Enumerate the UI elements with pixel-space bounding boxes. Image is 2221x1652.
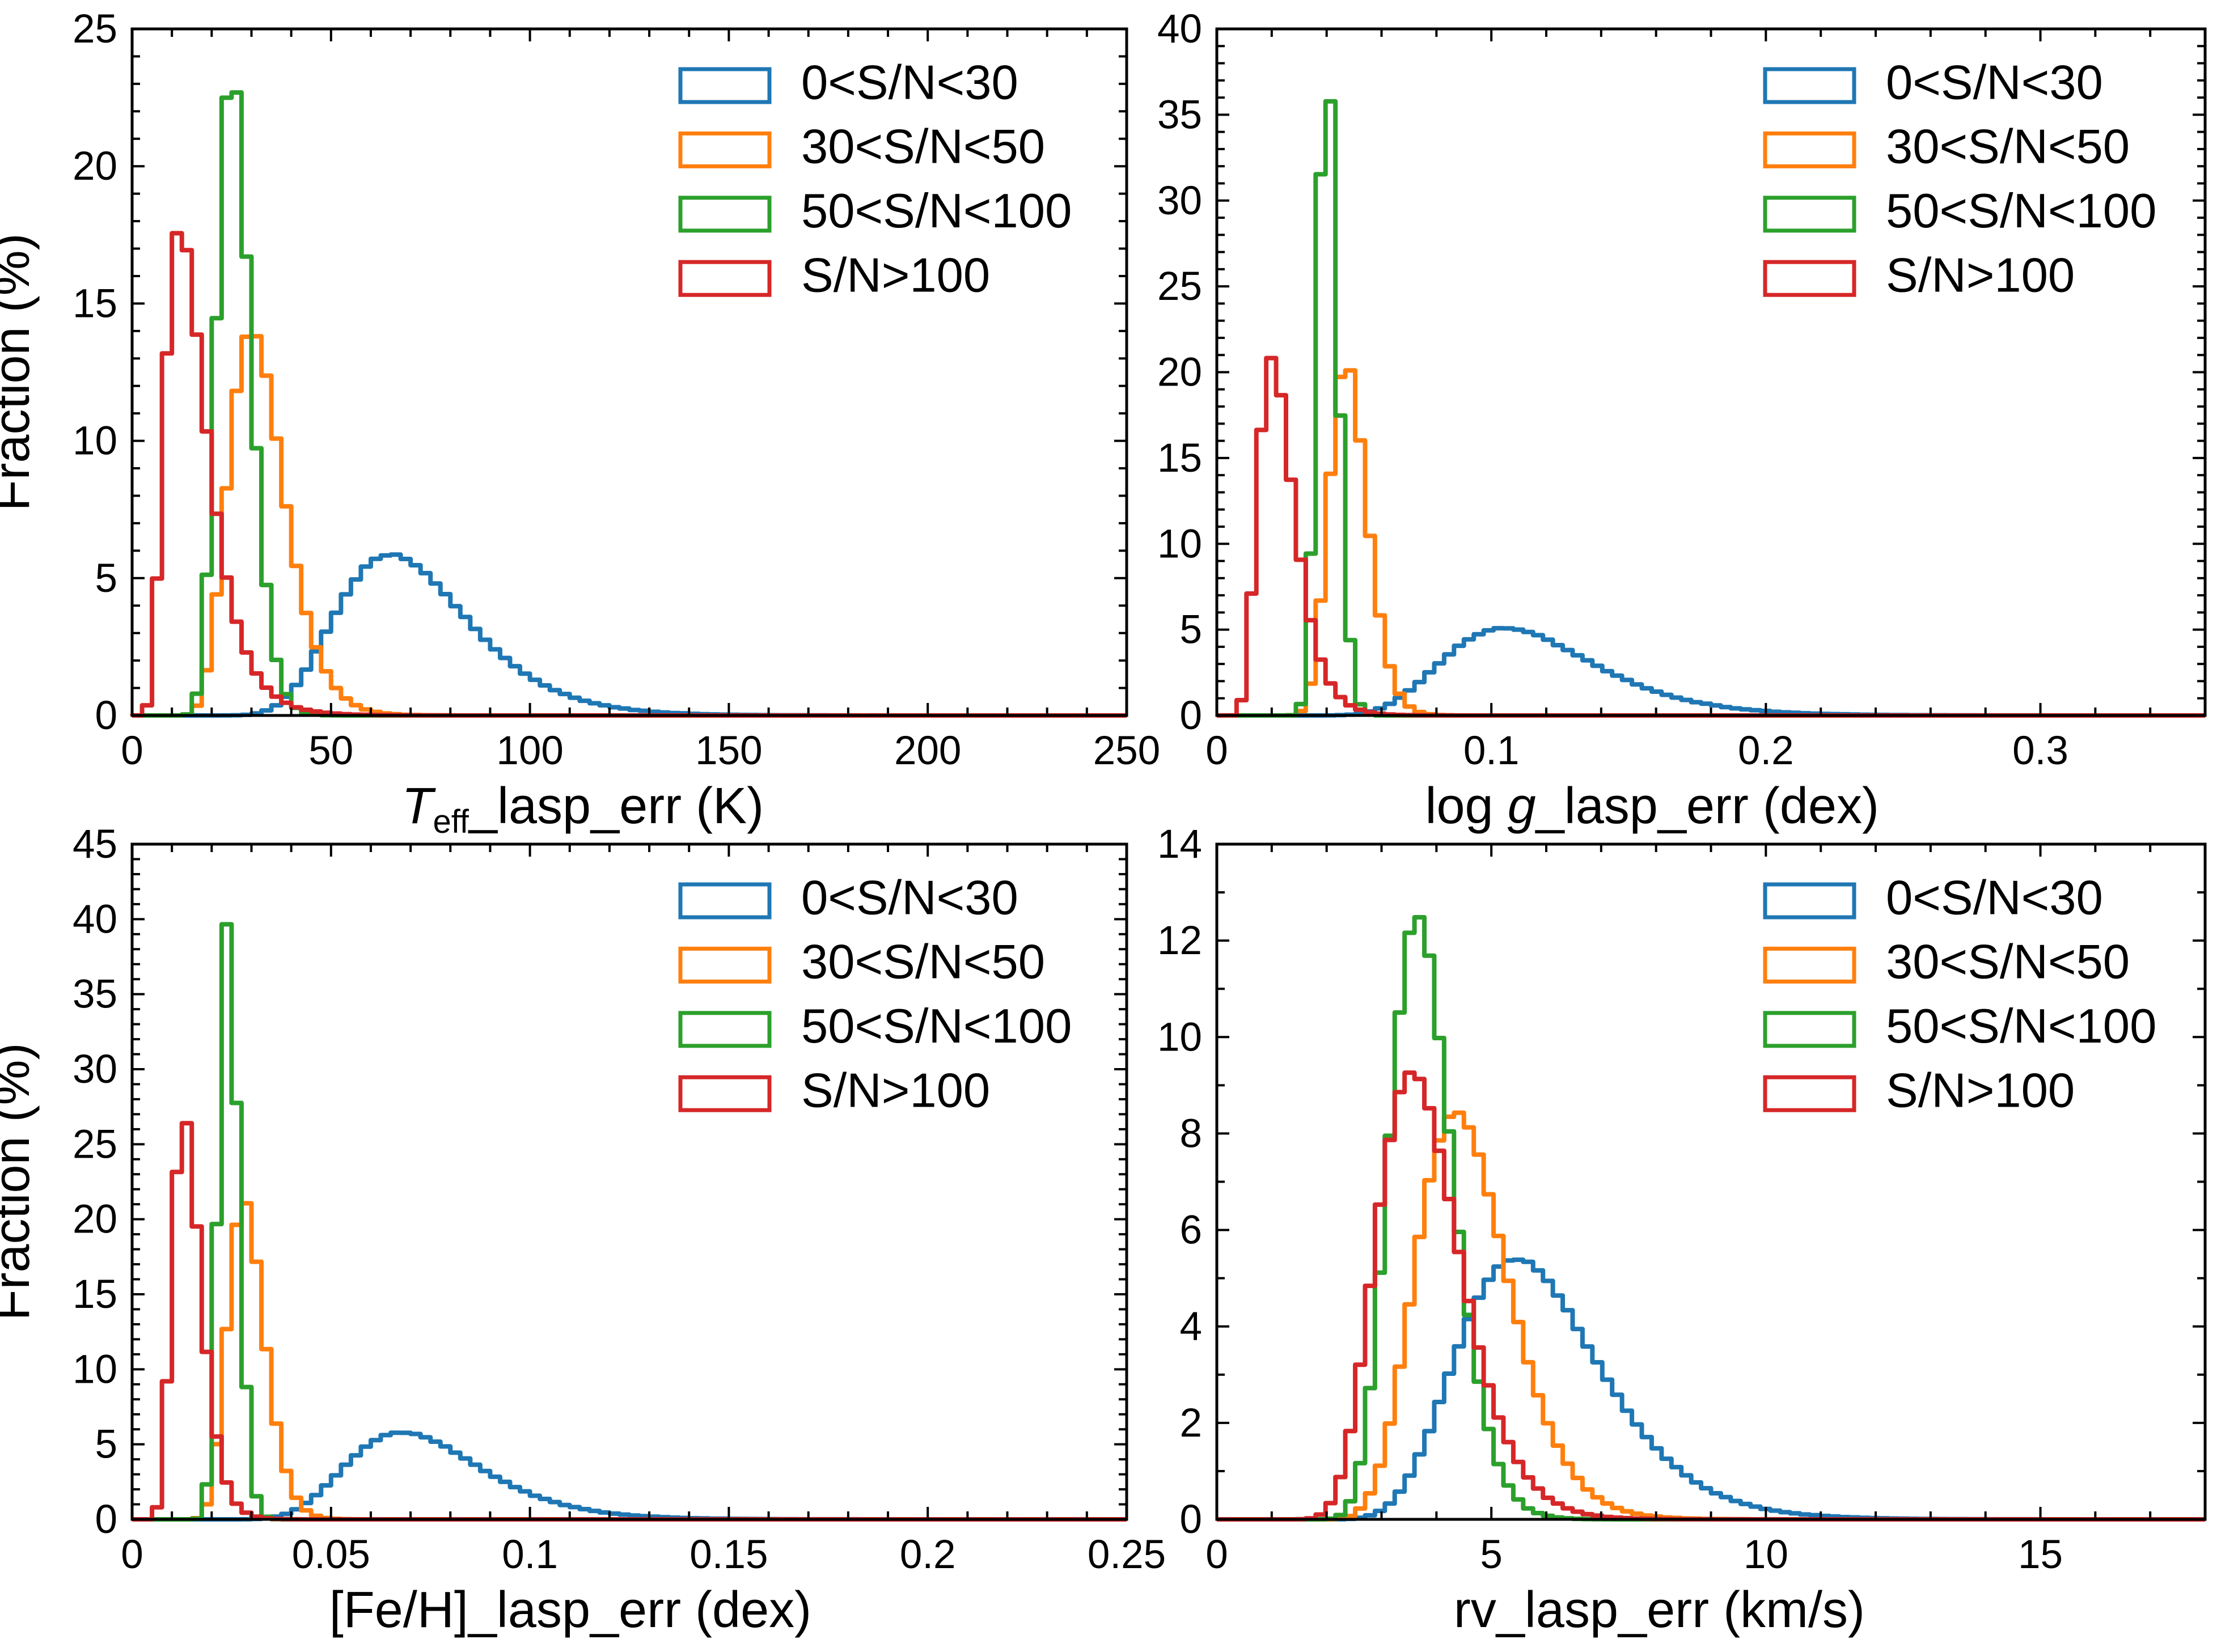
svg-text:[Fe/H]_lasp_err (dex): [Fe/H]_lasp_err (dex) — [329, 1582, 811, 1638]
svg-text:30<S/N<50: 30<S/N<50 — [801, 120, 1045, 174]
svg-text:30<S/N<50: 30<S/N<50 — [801, 935, 1045, 989]
svg-text:0<S/N<30: 0<S/N<30 — [1886, 871, 2103, 925]
svg-text:6: 6 — [1180, 1208, 1203, 1253]
svg-text:150: 150 — [695, 728, 762, 773]
svg-text:10: 10 — [1744, 1532, 1788, 1577]
svg-text:14: 14 — [1157, 822, 1202, 867]
svg-text:S/N>100: S/N>100 — [801, 249, 990, 303]
svg-text:10: 10 — [73, 419, 117, 464]
svg-text:10: 10 — [1157, 1015, 1202, 1060]
svg-text:25: 25 — [1157, 264, 1202, 309]
svg-text:30: 30 — [1157, 179, 1202, 223]
svg-text:0.25: 0.25 — [1088, 1532, 1166, 1577]
svg-text:5: 5 — [1480, 1532, 1503, 1577]
svg-text:50<S/N<100: 50<S/N<100 — [801, 999, 1072, 1053]
svg-text:25: 25 — [73, 1122, 117, 1167]
svg-text:15: 15 — [73, 281, 117, 326]
svg-text:30<S/N<50: 30<S/N<50 — [1886, 935, 2130, 989]
svg-text:12: 12 — [1157, 918, 1202, 963]
svg-text:200: 200 — [894, 728, 961, 773]
svg-text:0.05: 0.05 — [292, 1532, 370, 1577]
svg-text:0.3: 0.3 — [2012, 728, 2068, 773]
svg-text:0.2: 0.2 — [900, 1532, 956, 1577]
svg-text:50: 50 — [308, 728, 353, 773]
svg-text:0<S/N<30: 0<S/N<30 — [1886, 56, 2103, 109]
svg-text:30: 30 — [73, 1047, 117, 1092]
svg-text:20: 20 — [73, 1197, 117, 1242]
svg-text:0.1: 0.1 — [502, 1532, 558, 1577]
svg-text:15: 15 — [1157, 436, 1202, 481]
svg-text:0: 0 — [95, 693, 118, 738]
svg-text:50<S/N<100: 50<S/N<100 — [801, 184, 1072, 238]
svg-text:5: 5 — [1180, 608, 1203, 653]
svg-text:log g_lasp_err (dex): log g_lasp_err (dex) — [1425, 778, 1879, 835]
svg-text:10: 10 — [73, 1347, 117, 1392]
svg-text:40: 40 — [73, 897, 117, 942]
svg-text:0: 0 — [1180, 1497, 1203, 1542]
svg-text:10: 10 — [1157, 522, 1202, 566]
svg-text:2: 2 — [1180, 1401, 1203, 1446]
svg-text:40: 40 — [1157, 7, 1202, 52]
svg-text:0<S/N<30: 0<S/N<30 — [801, 56, 1018, 109]
svg-text:0.15: 0.15 — [689, 1532, 768, 1577]
svg-text:30<S/N<50: 30<S/N<50 — [1886, 120, 2130, 174]
svg-text:0: 0 — [1205, 728, 1228, 773]
svg-text:100: 100 — [496, 728, 563, 773]
svg-text:250: 250 — [1093, 728, 1160, 773]
svg-text:50<S/N<100: 50<S/N<100 — [1886, 184, 2156, 238]
svg-text:0: 0 — [1180, 693, 1203, 738]
svg-text:Fraction (%): Fraction (%) — [0, 1043, 40, 1320]
svg-text:35: 35 — [73, 972, 117, 1017]
svg-text:35: 35 — [1157, 92, 1202, 137]
svg-text:45: 45 — [73, 822, 117, 867]
svg-text:4: 4 — [1180, 1304, 1203, 1349]
svg-text:S/N>100: S/N>100 — [1886, 249, 2075, 303]
svg-text:rv_lasp_err (km/s): rv_lasp_err (km/s) — [1454, 1582, 1865, 1638]
svg-text:0: 0 — [121, 1532, 143, 1577]
svg-text:0: 0 — [121, 728, 143, 773]
svg-text:0: 0 — [95, 1497, 118, 1542]
svg-text:0.2: 0.2 — [1738, 728, 1794, 773]
svg-text:15: 15 — [2018, 1532, 2063, 1577]
svg-text:0<S/N<30: 0<S/N<30 — [801, 871, 1018, 925]
svg-text:20: 20 — [73, 144, 117, 189]
svg-text:5: 5 — [95, 1422, 118, 1467]
svg-text:S/N>100: S/N>100 — [801, 1064, 990, 1118]
svg-text:0.1: 0.1 — [1463, 728, 1520, 773]
svg-text:25: 25 — [73, 7, 117, 52]
svg-text:S/N>100: S/N>100 — [1886, 1064, 2075, 1118]
svg-text:5: 5 — [95, 556, 118, 601]
svg-text:50<S/N<100: 50<S/N<100 — [1886, 999, 2156, 1053]
svg-text:20: 20 — [1157, 350, 1202, 395]
svg-text:15: 15 — [73, 1272, 117, 1317]
svg-text:8: 8 — [1180, 1111, 1203, 1156]
svg-text:0: 0 — [1205, 1532, 1228, 1577]
svg-text:Fraction (%): Fraction (%) — [0, 233, 40, 511]
